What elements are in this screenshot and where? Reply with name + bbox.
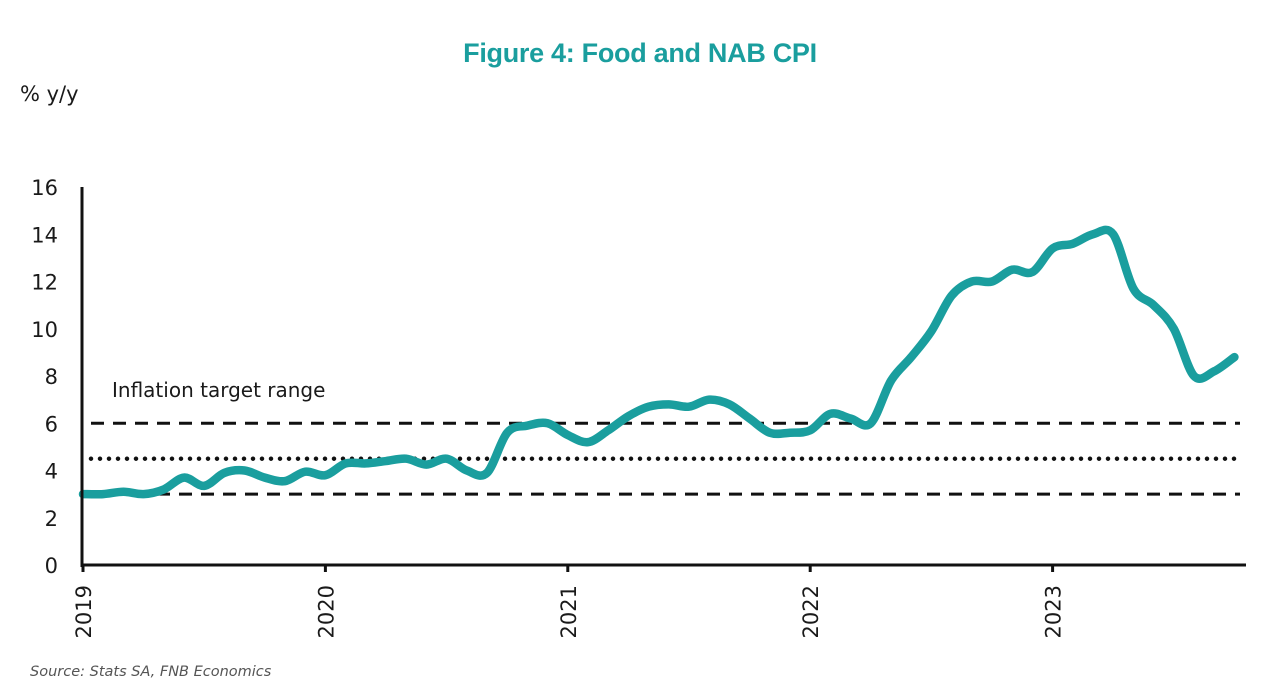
y-tick-label-16: 16 (31, 176, 58, 200)
x-ticks: 2019 2020 2021 2022 2023 (72, 565, 1066, 638)
annotation-layer: Inflation target range (112, 378, 325, 402)
annotation-inflation-target-range: Inflation target range (112, 378, 325, 402)
y-tick-label-12: 12 (31, 271, 58, 295)
x-tick-label-2019: 2019 (72, 585, 96, 638)
source-note: Source: Stats SA, FNB Economics (30, 664, 272, 680)
x-tick-label-2020: 2020 (314, 585, 338, 638)
x-tick-label-2022: 2022 (799, 585, 823, 638)
x-tick-label-2021: 2021 (557, 585, 581, 638)
y-tick-label-6: 6 (45, 412, 58, 436)
reference-lines (88, 421, 1243, 496)
series-layer (78, 225, 1239, 499)
y-tick-label-14: 14 (31, 223, 58, 247)
y-tick-label-8: 8 (45, 365, 58, 389)
chart-title: Figure 4: Food and NAB CPI (463, 38, 817, 68)
series-line-food-nab-cpi (78, 225, 1239, 499)
y-tick-label-0: 0 (45, 554, 58, 578)
y-ticks: 0 2 4 6 8 10 12 14 16 (31, 176, 58, 578)
y-axis-label: % y/y (20, 82, 79, 106)
y-tick-label-4: 4 (45, 460, 58, 484)
y-tick-label-2: 2 (45, 507, 58, 531)
y-tick-label-10: 10 (31, 318, 58, 342)
x-tick-label-2023: 2023 (1042, 585, 1066, 638)
